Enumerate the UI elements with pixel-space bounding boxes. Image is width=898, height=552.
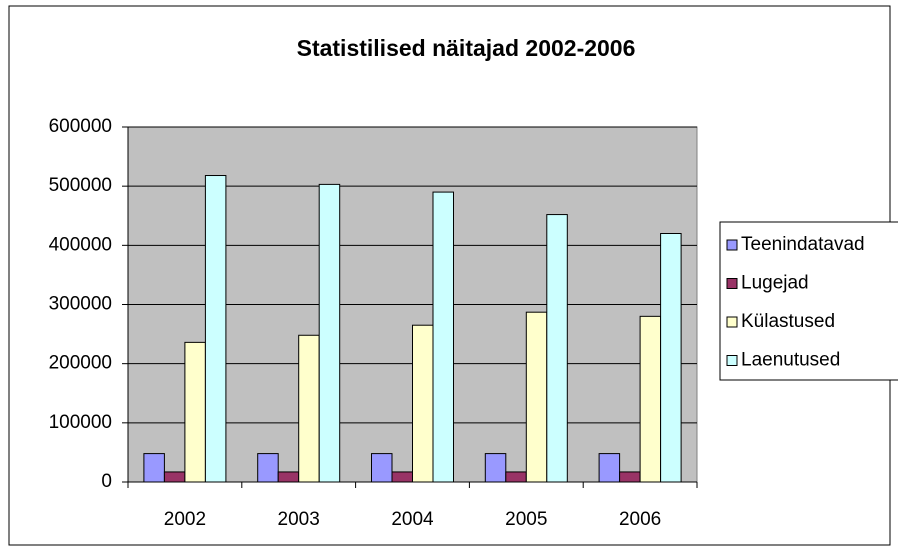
x-tick-label: 2005 (505, 509, 547, 530)
chart-title: Statistilised näitajad 2002-2006 (297, 35, 636, 61)
x-tick-label: 2006 (619, 509, 661, 530)
bar (204, 175, 227, 483)
x-tick-label: 2004 (391, 509, 434, 530)
bar (660, 233, 682, 483)
y-tick-label: 300000 (49, 294, 112, 315)
bar (412, 324, 434, 483)
bar (257, 453, 279, 483)
bar (619, 471, 641, 483)
bar (318, 183, 341, 483)
legend-label: Laenutused (741, 350, 840, 371)
legend-label: Lugejad (741, 273, 809, 294)
bar (277, 471, 300, 483)
x-tick-label: 2003 (278, 509, 320, 530)
bar (505, 471, 527, 483)
bar (391, 471, 413, 483)
bar (484, 453, 507, 483)
bar (163, 471, 186, 483)
y-tick-label: 100000 (49, 412, 112, 433)
bar (546, 214, 568, 483)
bar (598, 453, 621, 483)
bar (298, 334, 320, 483)
bar (184, 341, 206, 483)
legend-box (719, 221, 898, 381)
y-tick-label: 500000 (49, 175, 112, 196)
y-tick-label: 400000 (49, 234, 112, 255)
bar (371, 453, 393, 483)
y-tick-label: 200000 (49, 353, 112, 374)
legend-label: Külastused (741, 311, 835, 332)
legend-swatch (726, 278, 738, 289)
x-tick-label: 2002 (164, 509, 206, 530)
legend-swatch (726, 239, 738, 251)
bar (525, 311, 548, 483)
bar (432, 191, 454, 483)
legend-label: Teenindatavad (741, 234, 865, 255)
y-tick-label: 0 (101, 471, 112, 492)
bar (143, 453, 165, 483)
legend-swatch (726, 355, 738, 366)
y-tick-label: 600000 (49, 116, 112, 137)
bar (639, 315, 662, 483)
legend-swatch (726, 316, 738, 328)
